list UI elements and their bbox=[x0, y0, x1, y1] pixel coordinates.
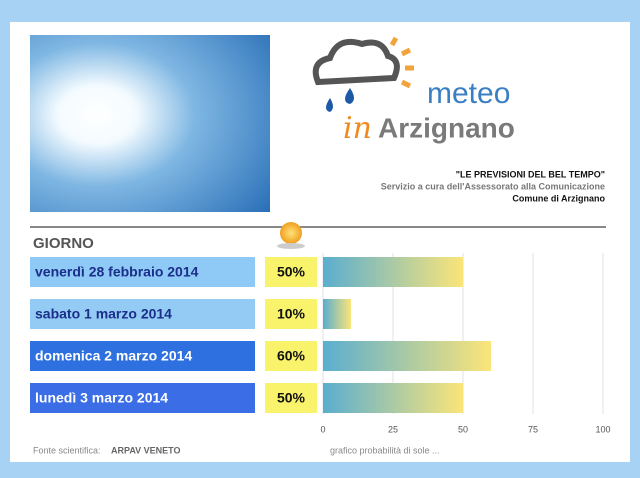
x-tick-label: 0 bbox=[320, 424, 325, 434]
x-tick-label: 75 bbox=[528, 424, 538, 434]
x-tick-label: 100 bbox=[595, 424, 610, 434]
bar bbox=[323, 257, 463, 287]
logo-name: Arzignano bbox=[378, 112, 515, 143]
day-label: venerdì 28 febbraio 2014 bbox=[35, 264, 199, 280]
source: ARPAV VENETO bbox=[111, 445, 181, 455]
day-box bbox=[30, 383, 255, 413]
value-label: 50% bbox=[277, 264, 306, 280]
x-tick-label: 25 bbox=[388, 424, 398, 434]
sky-image bbox=[30, 35, 270, 212]
day-label: lunedì 3 marzo 2014 bbox=[35, 390, 168, 406]
bar bbox=[323, 341, 491, 371]
percent-box bbox=[265, 341, 317, 371]
day-box bbox=[30, 299, 255, 329]
value-label: 60% bbox=[277, 348, 306, 364]
day-box bbox=[30, 341, 255, 371]
percent-box bbox=[265, 299, 317, 329]
value-label: 10% bbox=[277, 306, 306, 322]
municipality: Comune di Arzignano bbox=[512, 193, 605, 203]
percent-box bbox=[265, 383, 317, 413]
day-box bbox=[30, 257, 255, 287]
x-axis-label: grafico probabilità di sole ... bbox=[330, 445, 440, 455]
tagline: "LE PREVISIONI DEL BEL TEMPO" bbox=[456, 169, 605, 179]
logo-word: meteo bbox=[427, 77, 510, 110]
x-tick-label: 50 bbox=[458, 424, 468, 434]
service: Servizio a cura dell'Assessorato alla Co… bbox=[381, 181, 605, 191]
category-title: GIORNO bbox=[33, 235, 94, 252]
day-label: sabato 1 marzo 2014 bbox=[35, 306, 172, 322]
bar bbox=[323, 383, 463, 413]
value-label: 50% bbox=[277, 390, 306, 406]
bar bbox=[323, 299, 351, 329]
source-label: Fonte scientifica: bbox=[33, 445, 101, 455]
percent-box bbox=[265, 257, 317, 287]
day-label: domenica 2 marzo 2014 bbox=[35, 348, 192, 364]
sun-icon bbox=[277, 222, 305, 249]
logo-icon bbox=[312, 36, 414, 112]
logo-prefix: in bbox=[343, 111, 372, 146]
